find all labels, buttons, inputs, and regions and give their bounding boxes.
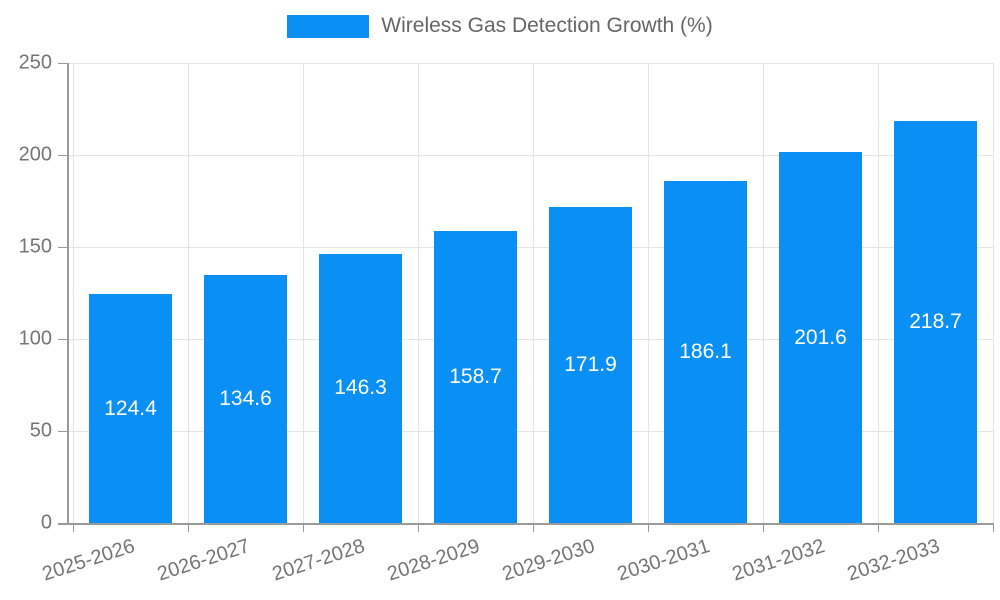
bar-value-label: 186.1 [679,339,732,363]
bar-value-label: 134.6 [219,387,272,411]
legend-swatch [287,14,370,38]
x-axis-tick [417,523,419,532]
y-axis-tick-label: 150 [18,235,52,258]
y-axis-tick [58,246,68,248]
bar[interactable] [434,230,517,523]
bar-value-label: 171.9 [564,352,617,376]
gridline-vertical [72,63,74,523]
x-axis-tick-label: 2032-2033 [844,535,943,586]
bar-value-label: 218.7 [909,309,962,333]
bar-value-label: 201.6 [794,325,847,349]
bar-value-label: 146.3 [334,376,387,400]
gridline-horizontal [68,430,993,432]
y-axis-tick-label: 50 [29,419,52,442]
x-axis-tick-label: 2028-2029 [384,535,483,586]
x-axis-tick [762,523,764,532]
bar[interactable] [779,152,862,523]
gridline-vertical [417,63,419,523]
y-axis-tick [58,154,68,156]
x-axis-tick [187,523,189,532]
gridline-vertical [647,63,649,523]
y-axis-tick [58,430,68,432]
gridline-vertical [302,63,304,523]
x-axis-line [58,523,993,525]
bar[interactable] [664,180,747,523]
x-axis-tick-label: 2030-2031 [614,535,713,586]
y-axis-line [67,63,69,523]
bar[interactable] [549,206,632,523]
x-axis-tick [877,523,879,532]
gridline-vertical [992,63,994,523]
gridline-vertical [762,63,764,523]
x-axis-tick-label: 2025-2026 [39,535,138,586]
x-axis-tick [302,523,304,532]
gridline-vertical [187,63,189,523]
gridline-vertical [877,63,879,523]
x-axis-tick [647,523,649,532]
bar[interactable] [894,120,977,523]
gridline-horizontal [68,154,993,156]
legend-label: Wireless Gas Detection Growth (%) [381,14,713,37]
gridline-horizontal [68,338,993,340]
bar[interactable] [204,275,287,523]
bar[interactable] [89,294,172,523]
bar-value-label: 158.7 [449,364,502,388]
x-axis-tick [992,523,994,532]
y-axis-tick-label: 250 [18,51,52,74]
bar-value-label: 124.4 [104,396,157,420]
x-axis-tick-label: 2029-2030 [499,535,598,586]
x-axis-tick-label: 2026-2027 [154,535,253,586]
x-axis-tick-label: 2031-2032 [729,535,828,586]
bar[interactable] [319,253,402,523]
gridline-horizontal [68,246,993,248]
y-axis-tick [58,62,68,64]
x-axis-tick [72,523,74,532]
gridline-horizontal [68,62,993,64]
gridline-vertical [532,63,534,523]
x-axis-tick-label: 2027-2028 [269,535,368,586]
x-axis-tick [532,523,534,532]
y-axis-tick [58,338,68,340]
y-axis-tick-label: 100 [18,327,52,350]
y-axis-tick-label: 200 [18,143,52,166]
chart-legend[interactable]: Wireless Gas Detection Growth (%) [0,14,1000,38]
y-axis-tick-label: 0 [40,511,52,534]
